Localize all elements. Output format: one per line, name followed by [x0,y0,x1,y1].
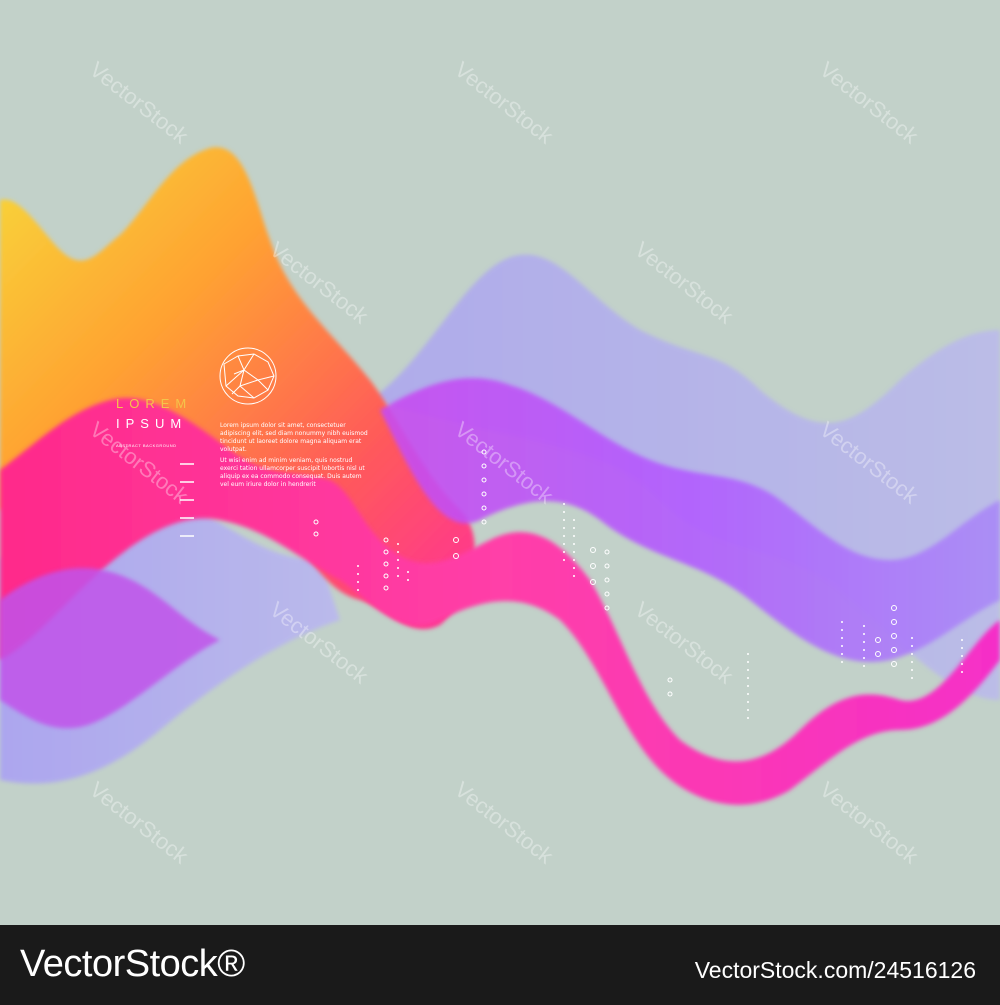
purple-wave [380,378,1000,662]
poster-paragraph-2: Ut wisi enim ad minim veniam, quis nostr… [220,457,365,488]
poster-title-line1: LOREM [116,396,193,411]
footer-image-id: VectorStock.com/24516126 [694,957,976,983]
abstract-wave-artwork [0,147,1000,805]
purple-wave-left [0,568,220,729]
dot-stipple [357,503,963,719]
footer-brand-logo: VectorStock® [20,943,245,985]
dash-markers [180,463,194,537]
mesh-sphere-icon [219,347,277,405]
footer-bar: VectorStock® VectorStock.com/24516126 [0,925,1000,1005]
poster-paragraph-1: Lorem ipsum dolor sit amet, consectetuer… [220,422,368,453]
magenta-wave [0,398,1000,805]
poster-title-line2: IPSUM [116,416,188,431]
dot-columns [313,449,897,697]
poster-tagline: ABSTRACT BACKGROUND [116,443,177,448]
